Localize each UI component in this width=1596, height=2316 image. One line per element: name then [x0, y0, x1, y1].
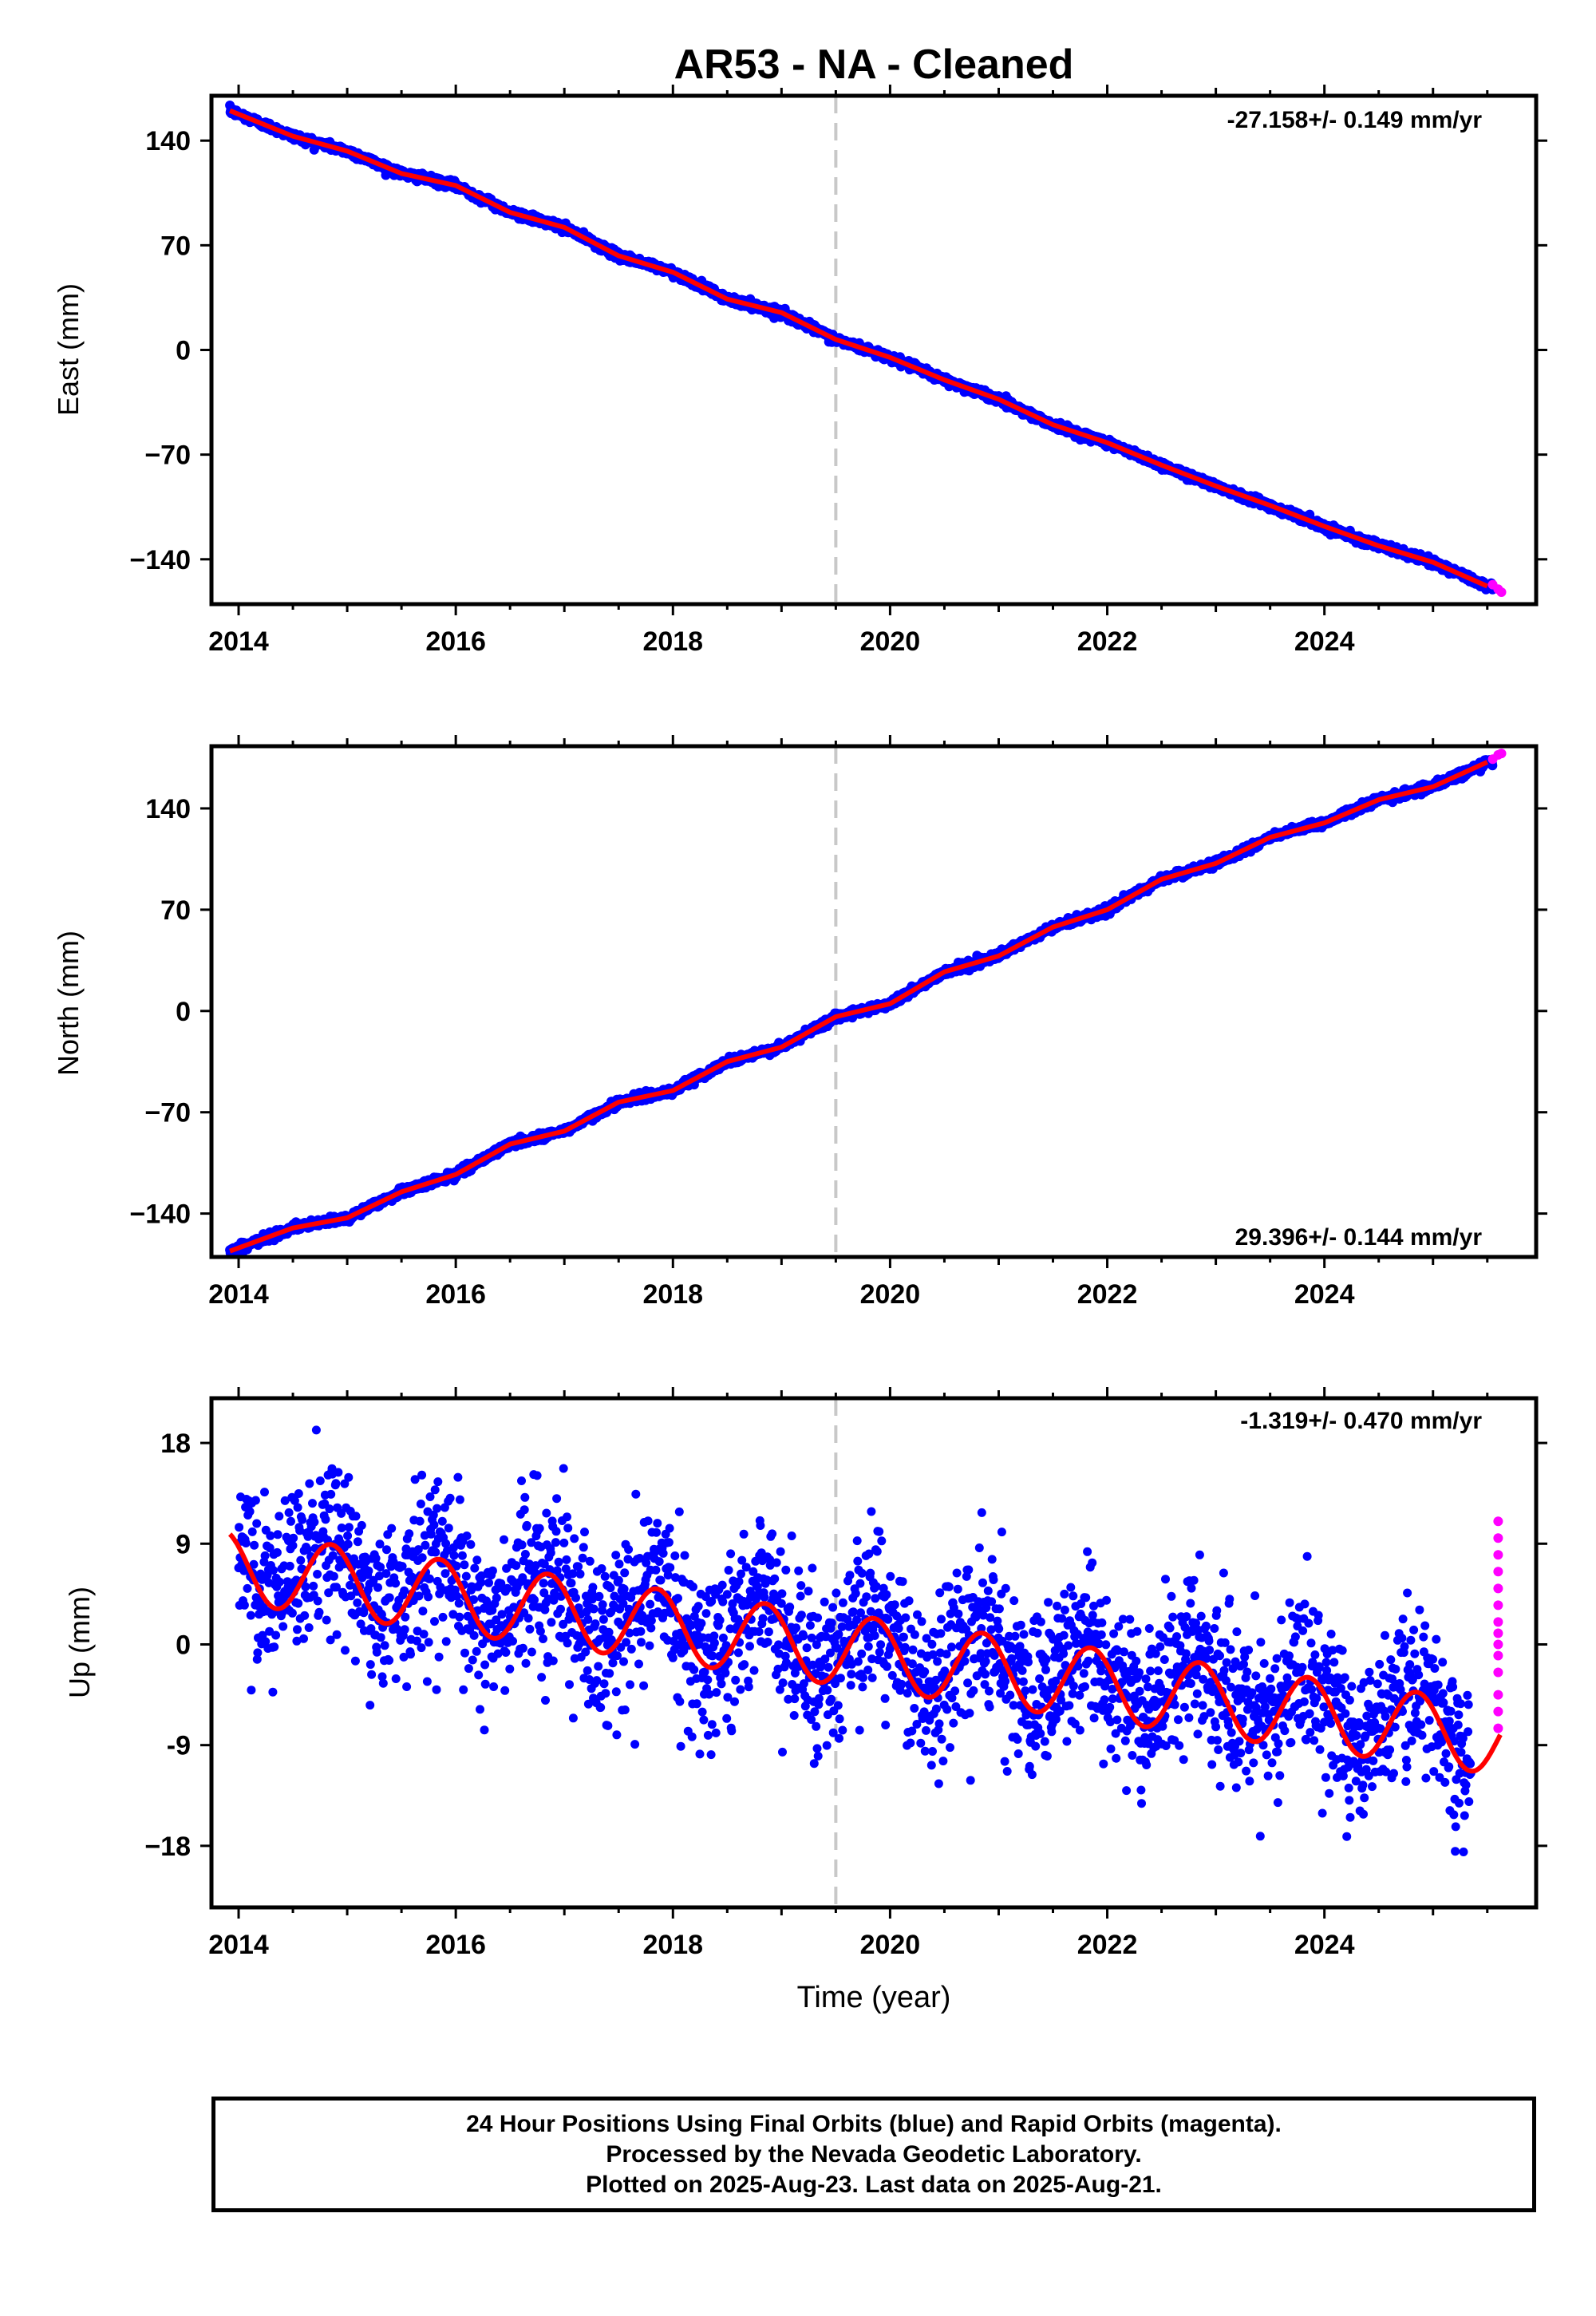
- panel-2-plot: [200, 735, 1547, 1268]
- rapid-orbit-point: [1496, 587, 1507, 597]
- panel-1-plot: [200, 85, 1547, 615]
- rapid-orbit-points: [1487, 579, 1507, 597]
- final-orbit-points: [225, 755, 1498, 1258]
